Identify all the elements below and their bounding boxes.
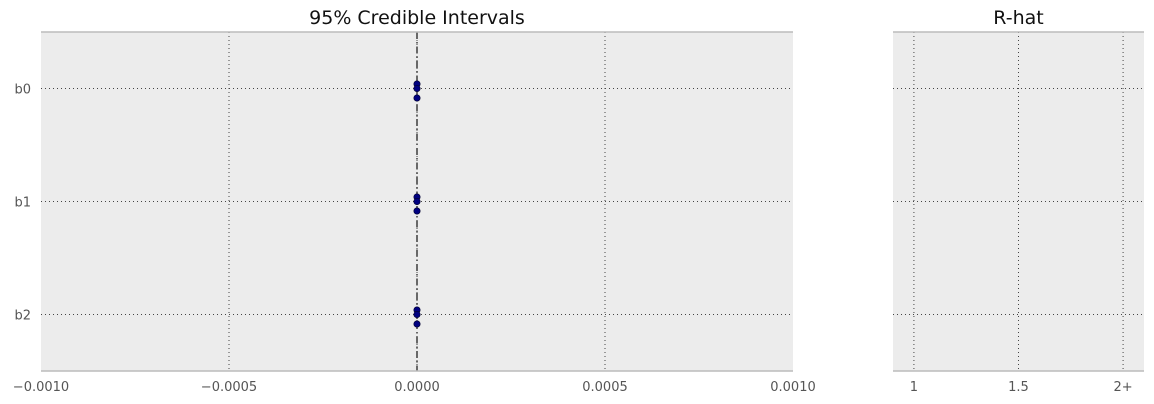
credible-intervals-x-tick-label: −0.0005 bbox=[201, 380, 257, 395]
rhat-x-tick-label: 1.5 bbox=[1008, 380, 1029, 395]
credible-interval-points bbox=[413, 80, 421, 328]
rhat-gridlines bbox=[893, 32, 1144, 371]
credible-interval-point-b1 bbox=[413, 207, 421, 215]
rhat-frame bbox=[893, 31, 1144, 372]
parameter-label-b0: b0 bbox=[14, 83, 31, 98]
rhat-x-tick-label: 1 bbox=[910, 380, 918, 395]
credible-interval-point-b2 bbox=[413, 310, 421, 318]
credible-intervals-x-tick-label: 0.0010 bbox=[770, 380, 816, 395]
credible-interval-point-b0 bbox=[413, 94, 421, 102]
credible-intervals-x-tick-label: 0.0000 bbox=[394, 380, 440, 395]
parameter-label-b1: b1 bbox=[14, 196, 31, 211]
credible-interval-point-b2 bbox=[413, 320, 421, 328]
credible-intervals-title: 95% Credible Intervals bbox=[309, 7, 525, 29]
credible-interval-point-b0 bbox=[413, 85, 421, 93]
rhat-x-tick-label: 2+ bbox=[1113, 380, 1132, 395]
rhat-title: R-hat bbox=[993, 7, 1043, 29]
credible-interval-point-b1 bbox=[413, 198, 421, 206]
rhat-panel: 1 1.5 2+ R-hat bbox=[893, 7, 1144, 395]
parameter-labels: b0 b1 b2 bbox=[14, 83, 31, 324]
credible-intervals-panel: −0.0010 −0.0005 0.0000 0.0005 0.0010 b0b1b2 … bbox=[13, 7, 816, 395]
credible-intervals-x-tick-labels: −0.0010 −0.0005 0.0000 0.0005 0.0010 bbox=[13, 380, 816, 395]
parameter-label-b2: b2 bbox=[14, 309, 31, 324]
credible-intervals-frame bbox=[41, 31, 793, 372]
credible-intervals-x-tick-label: 0.0005 bbox=[582, 380, 628, 395]
credible-intervals-x-tick-label: −0.0010 bbox=[13, 380, 69, 395]
rhat-x-tick-labels: 1 1.5 2+ bbox=[910, 380, 1133, 395]
